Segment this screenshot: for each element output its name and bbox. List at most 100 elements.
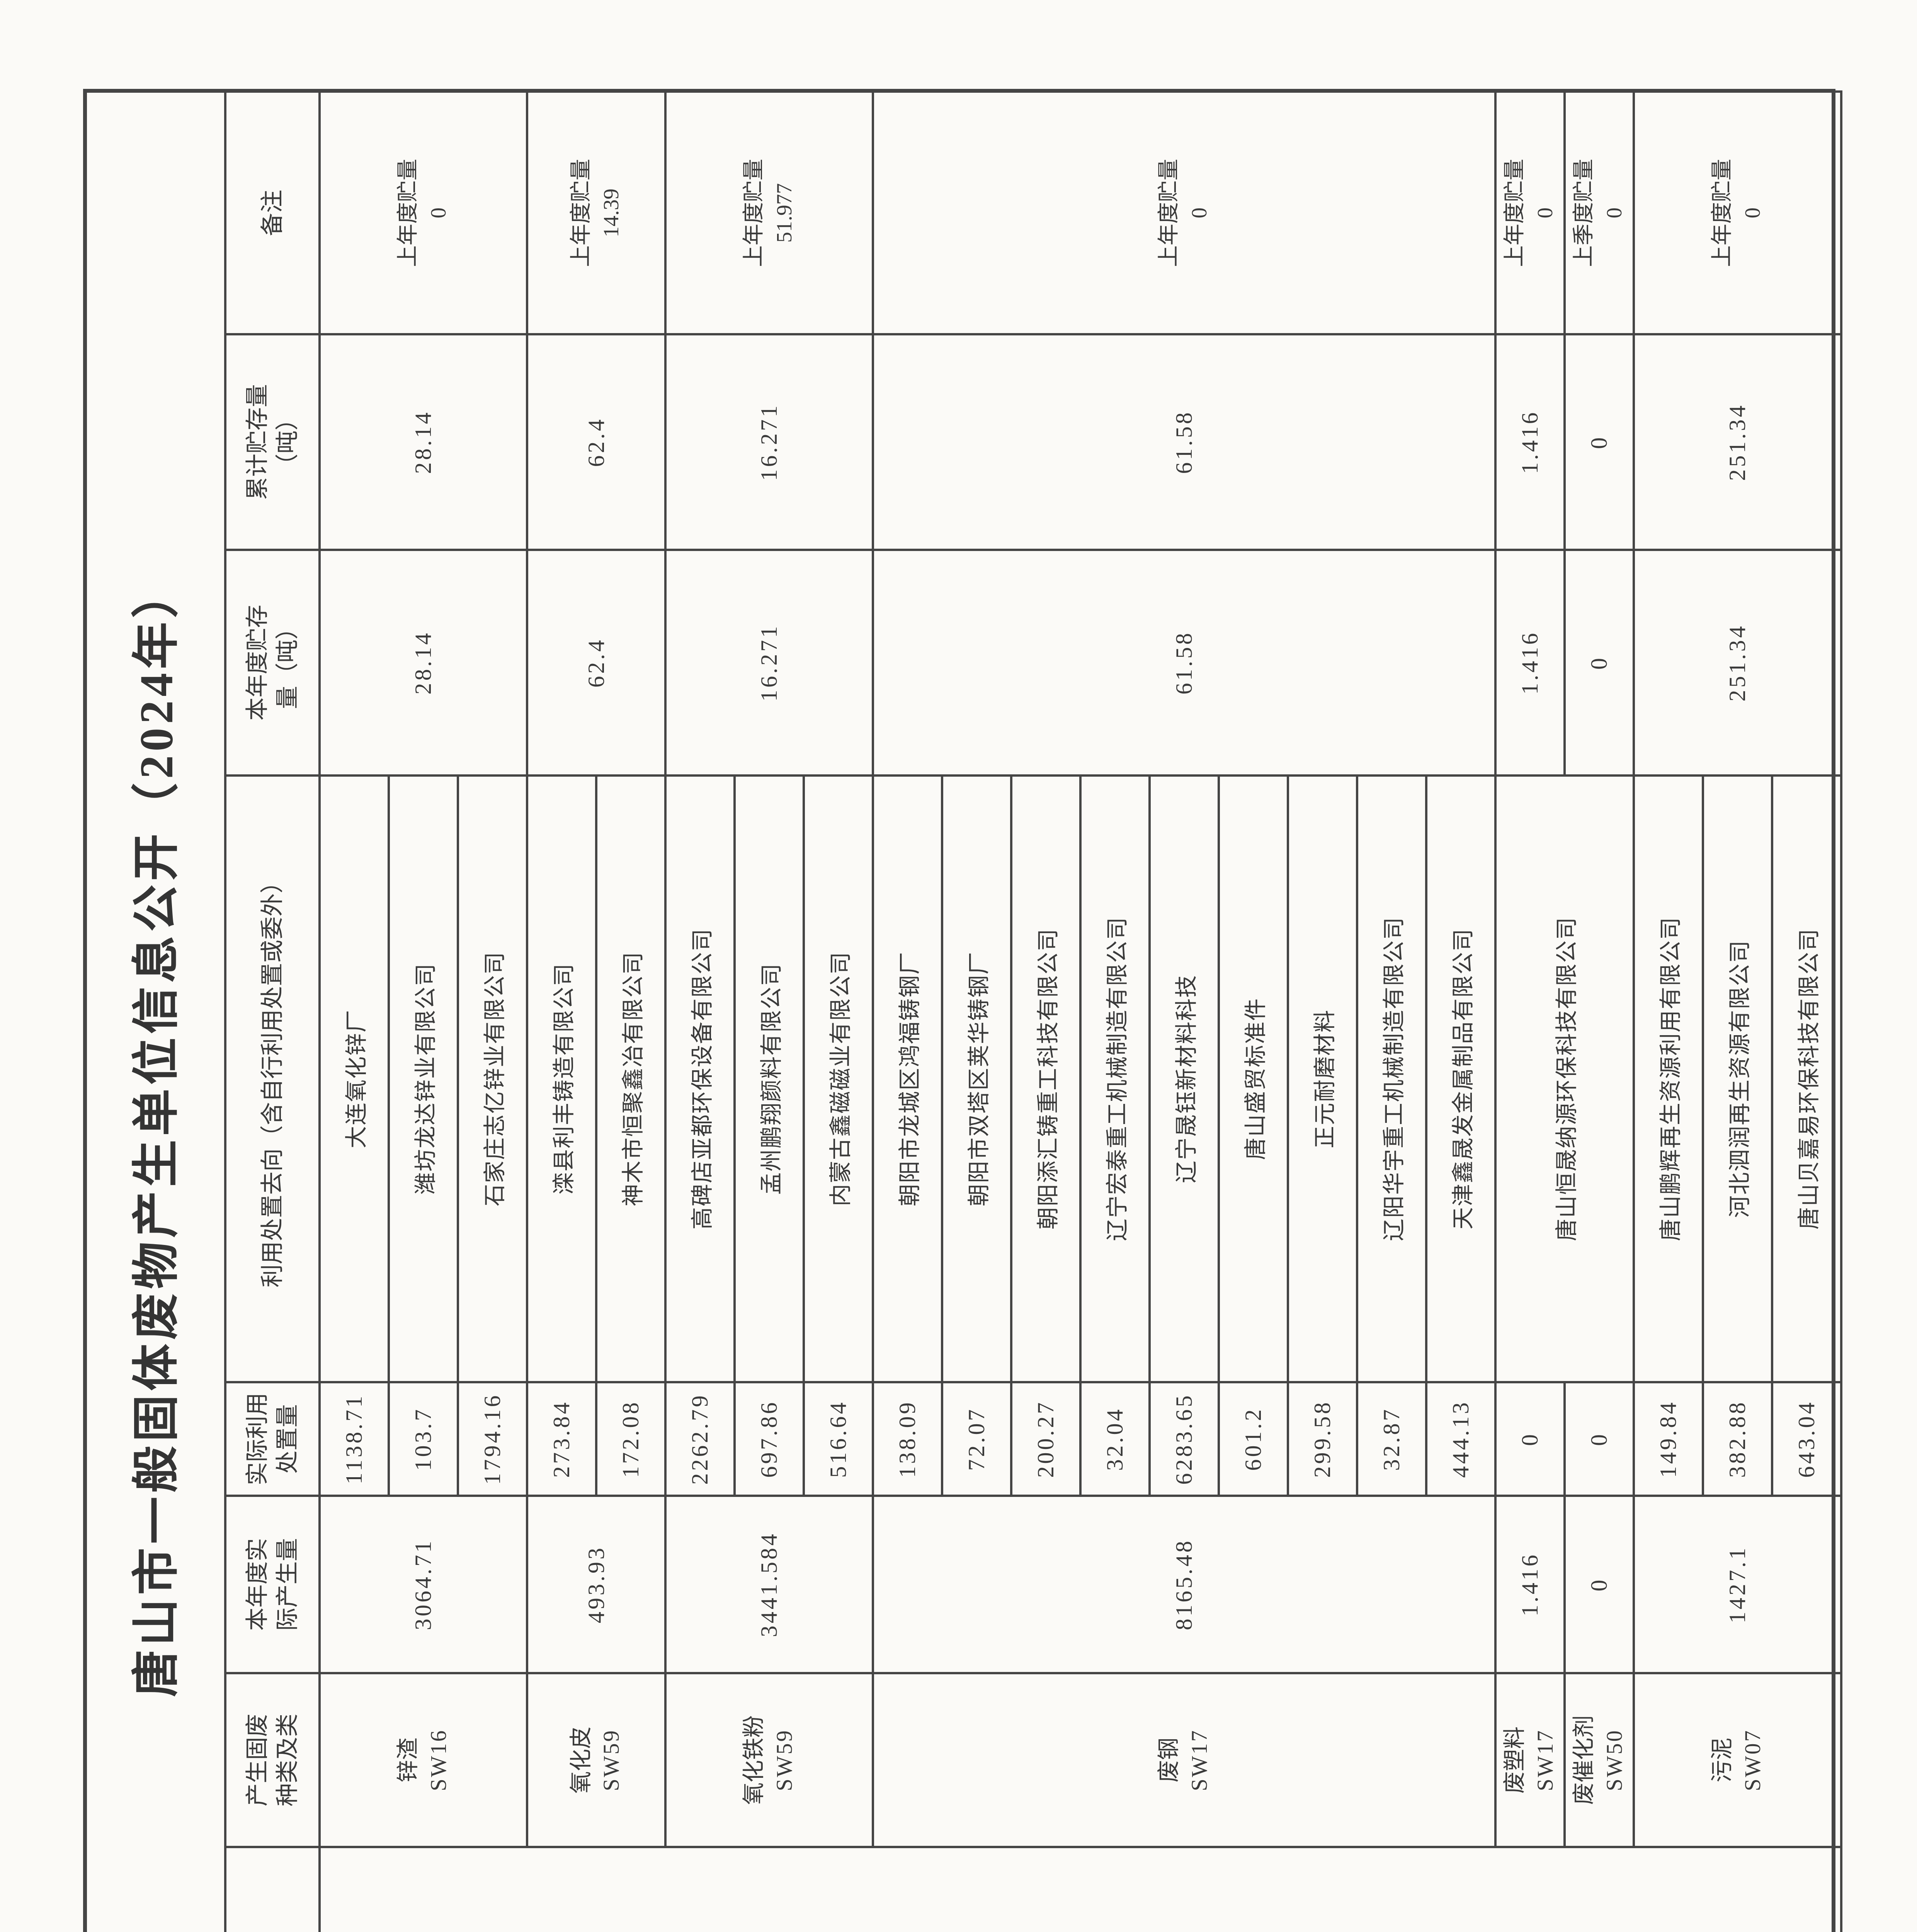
- storage-year-amount: 62.4: [527, 550, 665, 776]
- storage-total-amount: 1.416: [1495, 334, 1565, 550]
- produced-amount: 0: [1565, 1496, 1634, 1673]
- disposed-amount: 103.7: [389, 1382, 458, 1496]
- waste-type-code: SW07: [1740, 1729, 1765, 1791]
- disposed-amount: 444.13: [1426, 1382, 1495, 1496]
- disposal-destination: 石家庄志亿锌业有限公司: [458, 776, 527, 1382]
- disposed-amount: 273.84: [527, 1382, 596, 1496]
- waste-type-name: 氧化皮: [568, 1726, 594, 1794]
- table-row: 废塑料 SW17 1.416 0 唐山恒晟纳源环保科技有限公司 1.416 1.4…: [1495, 92, 1634, 1932]
- waste-type-code: SW59: [771, 1729, 797, 1791]
- disposed-amount: 32.87: [1357, 1382, 1426, 1496]
- col-header-disposed: 实际利用 处置量: [225, 1382, 320, 1496]
- waste-type-code: SW59: [599, 1729, 624, 1791]
- storage-year-amount: 16.271: [665, 550, 873, 776]
- disposal-destination: 唐山贝嘉易环保科技有限公司: [1772, 776, 1841, 1382]
- disposal-destination: 正元耐磨材料: [1288, 776, 1357, 1382]
- waste-type-cell: 污泥 SW07: [1634, 1673, 1841, 1847]
- storage-total-amount: 28.14: [320, 334, 527, 550]
- produced-amount: 3064.71: [320, 1496, 527, 1673]
- waste-type-name: 污泥: [1709, 1738, 1735, 1783]
- storage-year-amount: 61.58: [873, 550, 1495, 776]
- disposed-amount: 0: [1495, 1382, 1565, 1496]
- storage-total-amount: 16.271: [665, 334, 873, 550]
- col-header-remark: 备注: [225, 92, 320, 334]
- disposed-amount: 382.88: [1703, 1382, 1772, 1496]
- waste-type-cell: 氧化皮 SW59: [527, 1673, 665, 1847]
- waste-type-cell: 废催化剂 SW50: [1565, 1673, 1634, 1847]
- disposal-destination: 河北泗润再生资源有限公司: [1703, 776, 1772, 1382]
- produced-amount: 1.416: [1495, 1496, 1565, 1673]
- waste-type-name: 锌渣: [395, 1738, 421, 1783]
- disposal-destination: 天津鑫晟发金属制品有限公司: [1426, 776, 1495, 1382]
- storage-year-amount: 28.14: [320, 550, 527, 776]
- remark-cell: 上年度贮量 0: [320, 92, 527, 334]
- produced-amount: 3441.584: [665, 1496, 873, 1673]
- disposal-destination: 孟州鹏翔颜料有限公司: [735, 776, 804, 1382]
- col-header-destination: 利用处置去向（含自行利用处置或委外）: [225, 776, 320, 1382]
- disposed-amount: 601.2: [1219, 1382, 1288, 1496]
- waste-type-name: 废催化剂: [1571, 1715, 1597, 1805]
- disposed-amount: 0: [1565, 1382, 1634, 1496]
- table-row: 氧化铁粉 SW59 3441.584 2262.79 高碑店亚都环保设备有限公司 …: [665, 92, 873, 1932]
- document-frame: 唐山市一般固体废物产生单位信息公开（2024年） 企业名称 主要产品 产生固废 …: [83, 89, 1841, 1932]
- waste-type-code: SW16: [425, 1729, 451, 1791]
- disposed-amount: 1794.16: [458, 1382, 527, 1496]
- disposed-amount: 149.84: [1634, 1382, 1703, 1496]
- waste-type-name: 氧化铁粉: [741, 1715, 767, 1805]
- disposed-amount: 697.86: [735, 1382, 804, 1496]
- disposed-amount: 299.58: [1288, 1382, 1357, 1496]
- storage-total-amount: 251.34: [1634, 334, 1841, 550]
- waste-type-cell: 锌渣 SW16: [320, 1673, 527, 1847]
- col-header-storage-year: 本年度贮存 量（吨）: [225, 550, 320, 776]
- page-title: 唐山市一般固体废物产生单位信息公开（2024年）: [131, 567, 183, 1697]
- disposal-destination: 朝阳市龙城区鸿福铸钢厂: [873, 776, 942, 1382]
- disposal-destination: 辽宁晟钰新材料科技: [1150, 776, 1219, 1382]
- disposed-amount: 72.07: [942, 1382, 1011, 1496]
- disposal-destination: 唐山盛贸标准件: [1219, 776, 1288, 1382]
- disposal-destination: 高碑店亚都环保设备有限公司: [665, 776, 735, 1382]
- col-header-waste-type: 产生固废 种类及类: [225, 1673, 320, 1847]
- col-header-storage-total: 累计贮存量 （吨）: [225, 334, 320, 550]
- disposed-amount: 2262.79: [665, 1382, 735, 1496]
- col-header-products: 主要产品: [225, 1847, 320, 1932]
- waste-type-code: SW50: [1601, 1729, 1627, 1791]
- waste-type-cell: 废钢 SW17: [873, 1673, 1495, 1847]
- disposal-destination: 潍坊龙达锌业有限公司: [389, 776, 458, 1382]
- disposal-destination: 大连氧化锌厂: [320, 776, 389, 1382]
- disposal-destination: 内蒙古鑫磁磁业有限公司: [804, 776, 873, 1382]
- disposal-destination: 神木市恒聚鑫冶有限公司: [596, 776, 665, 1382]
- waste-type-cell: 氧化铁粉 SW59: [665, 1673, 873, 1847]
- table-row: 氧化皮 SW59 493.93 273.84 滦县利丰铸造有限公司 62.4 62…: [527, 92, 665, 1932]
- storage-year-amount: 0: [1565, 550, 1634, 776]
- remark-cell: 上年度贮量 14.39: [527, 92, 665, 334]
- disposed-amount: 32.04: [1080, 1382, 1150, 1496]
- remark-cell: 上季度贮量 0: [1565, 92, 1634, 334]
- remark-cell: 上年度贮量 0: [1495, 92, 1565, 334]
- disposal-destination: 唐山鹏辉再生资源利用有限公司: [1634, 776, 1703, 1382]
- storage-total-amount: 61.58: [873, 334, 1495, 550]
- disposal-destination: 辽宁宏泰重工机械制造有限公司: [1080, 776, 1150, 1382]
- header-row: 企业名称 主要产品 产生固废 种类及类 本年度实 际产生量 实际利用 处置量 利…: [225, 92, 320, 1932]
- produced-amount: 1427.1: [1634, 1496, 1841, 1673]
- produced-amount: 493.93: [527, 1496, 665, 1673]
- disposed-amount: 1138.71: [320, 1382, 389, 1496]
- disposal-destination: 唐山恒晟纳源环保科技有限公司: [1495, 776, 1634, 1382]
- disposal-destination: 朝阳添汇铸重工科技有限公司: [1011, 776, 1080, 1382]
- col-header-produced: 本年度实 际产生量: [225, 1496, 320, 1673]
- waste-type-name: 废塑料: [1502, 1726, 1527, 1794]
- waste-type-cell: 废塑料 SW17: [1495, 1673, 1565, 1847]
- disposal-destination: 朝阳市双塔区荚华铸钢厂: [942, 776, 1011, 1382]
- produced-amount: 8165.48: [873, 1496, 1495, 1673]
- storage-total-amount: 62.4: [527, 334, 665, 550]
- disposed-amount: 516.64: [804, 1382, 873, 1496]
- storage-total-amount: 0: [1565, 334, 1634, 550]
- remark-cell: 上年度贮量 0: [1634, 92, 1841, 334]
- waste-type-code: SW17: [1186, 1729, 1212, 1791]
- storage-year-amount: 251.34: [1634, 550, 1841, 776]
- table-row: 污泥 SW07 1427.1 149.84 唐山鹏辉再生资源利用有限公司 251.…: [1634, 92, 1841, 1932]
- disposed-amount: 200.27: [1011, 1382, 1080, 1496]
- waste-type-name: 废钢: [1156, 1738, 1182, 1783]
- waste-type-code: SW17: [1532, 1729, 1558, 1791]
